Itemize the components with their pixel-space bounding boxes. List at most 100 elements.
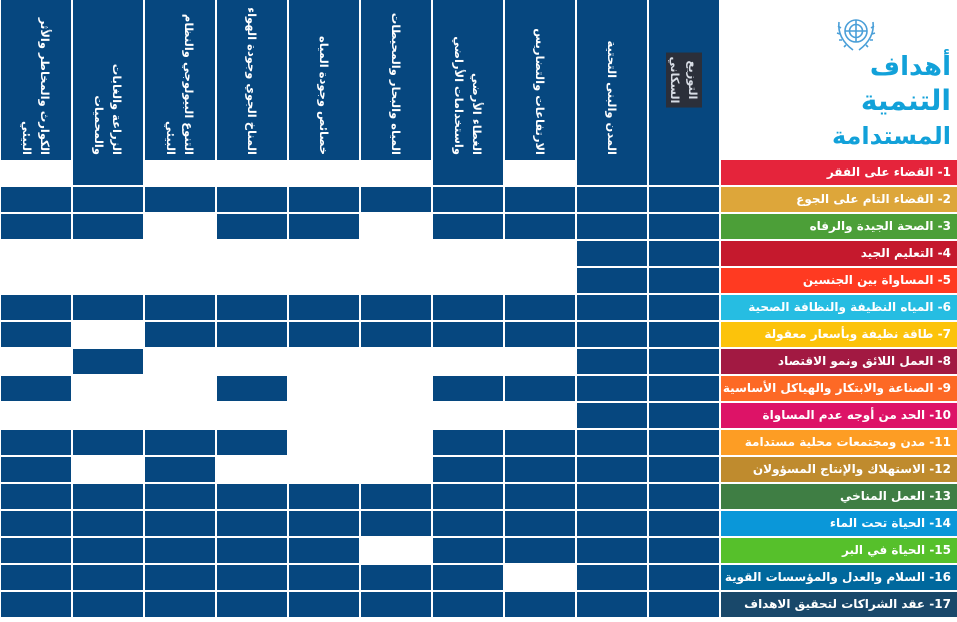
matrix-cell-filled xyxy=(433,538,505,565)
matrix-cell-empty xyxy=(361,538,433,565)
logo-title-line2: التنمية xyxy=(860,84,951,117)
column-header-label: الكوارث والمخاطر والأثر البيئي xyxy=(20,17,52,155)
matrix-cell-filled xyxy=(649,322,721,349)
matrix-cell-empty xyxy=(73,403,145,430)
matrix-cell-empty xyxy=(361,430,433,457)
matrix-cell-filled xyxy=(577,241,649,268)
matrix-cell-filled xyxy=(73,349,145,376)
matrix-cell-filled xyxy=(361,565,433,592)
matrix-cell-filled xyxy=(145,565,217,592)
matrix-cell-empty xyxy=(217,241,289,268)
column-header-label: الارتفاعات والتضاريس xyxy=(533,28,547,155)
matrix-cell-filled xyxy=(505,376,577,403)
matrix-cell-empty xyxy=(217,160,289,187)
matrix-cell-empty xyxy=(433,241,505,268)
goal-label: 5- المساواة بين الجنسين xyxy=(721,268,957,295)
matrix-cell-empty xyxy=(361,376,433,403)
matrix-cell-filled xyxy=(433,592,505,619)
goal-label: 11- مدن ومجتمعات محلية مستدامة xyxy=(721,430,957,457)
column-header: الزراعة والغابات والمحميات xyxy=(73,0,145,160)
matrix-cell-empty xyxy=(73,268,145,295)
matrix-cell-empty xyxy=(289,403,361,430)
matrix-cell-filled xyxy=(361,484,433,511)
goal-label: 17- عقد الشراكات لتحقيق الاهداف xyxy=(721,592,957,619)
matrix-cell-filled xyxy=(649,160,721,187)
matrix-cell-filled xyxy=(649,376,721,403)
goal-label: 4- التعليم الجيد xyxy=(721,241,957,268)
column-header-label: الزراعة والغابات والمحميات xyxy=(92,63,124,155)
matrix-cell-filled xyxy=(217,430,289,457)
matrix-cell-filled xyxy=(289,511,361,538)
matrix-cell-filled xyxy=(73,160,145,187)
matrix-cell-filled xyxy=(217,187,289,214)
matrix-cell-empty xyxy=(289,241,361,268)
matrix-cell-filled xyxy=(289,565,361,592)
matrix-cell-filled xyxy=(433,484,505,511)
matrix-cell-filled xyxy=(649,187,721,214)
matrix-cell-empty xyxy=(1,160,73,187)
column-header: المدن والبنى التحتية xyxy=(577,0,649,160)
matrix-cell-filled xyxy=(73,565,145,592)
sdg-logo: أهداف التنمية المستدامة xyxy=(721,0,957,160)
matrix-cell-filled xyxy=(505,484,577,511)
matrix-cell-empty xyxy=(505,268,577,295)
matrix-cell-filled xyxy=(289,295,361,322)
matrix-cell-filled xyxy=(361,295,433,322)
matrix-cell-filled xyxy=(217,511,289,538)
matrix-cell-filled xyxy=(649,484,721,511)
matrix-cell-empty xyxy=(1,403,73,430)
matrix-cell-filled xyxy=(145,484,217,511)
goal-label: 13- العمل المناخي xyxy=(721,484,957,511)
matrix-cell-filled xyxy=(433,322,505,349)
matrix-cell-empty xyxy=(361,214,433,241)
matrix-cell-filled xyxy=(217,295,289,322)
matrix-cell-filled xyxy=(649,241,721,268)
matrix-cell-empty xyxy=(217,403,289,430)
matrix-cell-empty xyxy=(73,457,145,484)
matrix-cell-filled xyxy=(577,457,649,484)
matrix-cell-filled xyxy=(649,457,721,484)
matrix-cell-filled xyxy=(577,349,649,376)
matrix-cell-empty xyxy=(505,403,577,430)
matrix-cell-empty xyxy=(217,349,289,376)
goal-label: 9- الصناعة والابتكار والهياكل الأساسية xyxy=(721,376,957,403)
matrix-cell-filled xyxy=(1,457,73,484)
goal-label: 15- الحياة في البر xyxy=(721,538,957,565)
matrix-cell-filled xyxy=(289,592,361,619)
column-header-label: المناخ الجوي وجودة الهواء xyxy=(245,7,259,155)
column-header-label: الغطاء الأرضي واستخدامات الأراضي xyxy=(452,36,484,155)
matrix-cell-filled xyxy=(505,592,577,619)
matrix-cell-filled xyxy=(361,511,433,538)
matrix-cell-filled xyxy=(649,403,721,430)
matrix-cell-filled xyxy=(145,511,217,538)
matrix-cell-empty xyxy=(1,349,73,376)
column-header: التوزيع السكاني xyxy=(649,0,721,160)
matrix-cell-filled xyxy=(217,376,289,403)
matrix-cell-filled xyxy=(217,592,289,619)
goal-label: 8- العمل اللائق ونمو الاقتصاد xyxy=(721,349,957,376)
matrix-cell-filled xyxy=(505,538,577,565)
matrix-cell-empty xyxy=(145,160,217,187)
matrix-cell-empty xyxy=(433,349,505,376)
matrix-cell-filled xyxy=(577,295,649,322)
matrix-cell-filled xyxy=(577,268,649,295)
matrix-cell-filled xyxy=(1,511,73,538)
matrix-cell-filled xyxy=(145,187,217,214)
matrix-cell-filled xyxy=(649,214,721,241)
matrix-cell-filled xyxy=(73,538,145,565)
matrix-cell-filled xyxy=(1,214,73,241)
matrix-cell-filled xyxy=(433,214,505,241)
matrix-cell-empty xyxy=(145,349,217,376)
matrix-cell-filled xyxy=(73,592,145,619)
goal-label: 7- طاقة نظيفة وبأسعار معقولة xyxy=(721,322,957,349)
matrix-cell-empty xyxy=(289,349,361,376)
matrix-cell-filled xyxy=(433,565,505,592)
matrix-cell-empty xyxy=(505,565,577,592)
matrix-cell-filled xyxy=(145,457,217,484)
matrix-cell-filled xyxy=(505,295,577,322)
matrix-cell-filled xyxy=(433,457,505,484)
matrix-cell-empty xyxy=(217,457,289,484)
matrix-cell-filled xyxy=(649,268,721,295)
goal-label: 1- القضاء على الفقر xyxy=(721,160,957,187)
